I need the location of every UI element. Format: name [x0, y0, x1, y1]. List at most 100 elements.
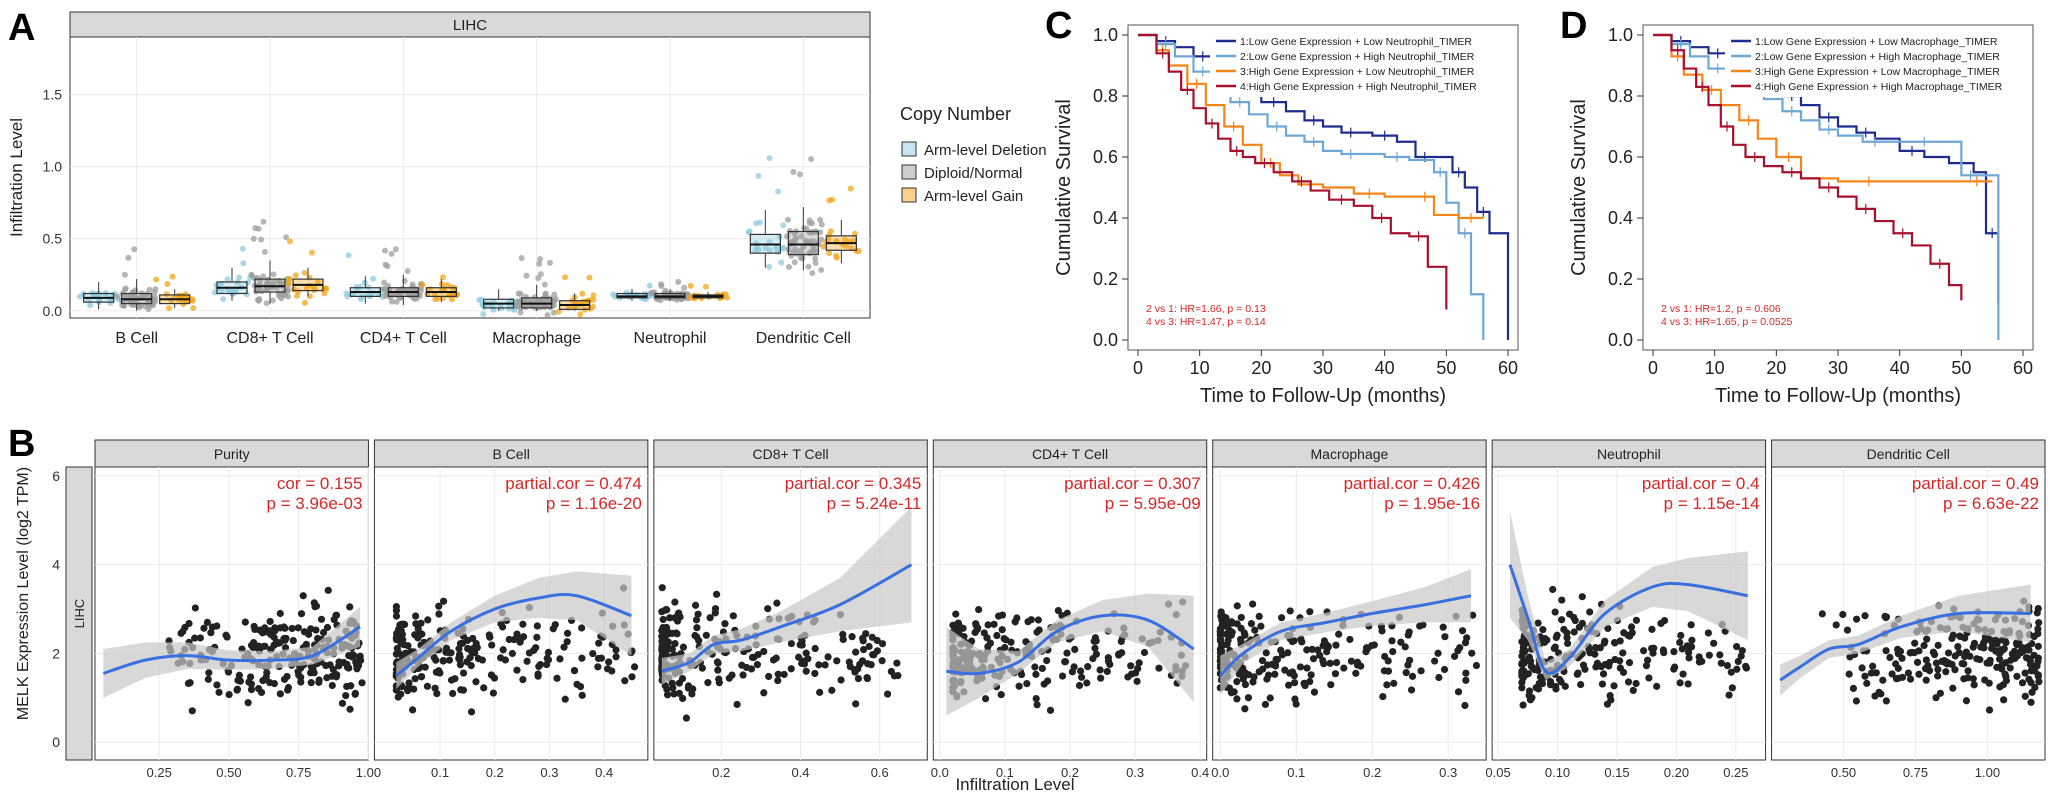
jitter-point	[577, 311, 584, 318]
data-point	[543, 660, 551, 669]
data-point	[821, 661, 829, 669]
jitter-point	[579, 290, 586, 297]
jitter-point	[847, 185, 854, 192]
p-value-stat: p = 1.16e-20	[546, 494, 642, 513]
data-point	[2027, 679, 2035, 687]
jitter-point	[190, 304, 197, 311]
data-point	[1233, 602, 1241, 610]
data-point	[692, 616, 701, 624]
data-point	[266, 617, 274, 626]
data-point	[1670, 648, 1678, 656]
x-axis-label: Time to Follow-Up (months)	[1200, 385, 1446, 407]
data-point	[1922, 676, 1930, 684]
data-point	[2021, 669, 2029, 677]
data-point	[859, 645, 868, 654]
data-point	[1547, 678, 1555, 686]
data-point	[997, 691, 1005, 699]
data-point	[1888, 670, 1896, 678]
data-point	[1534, 685, 1543, 693]
data-point	[254, 685, 263, 693]
jitter-point	[211, 289, 218, 296]
data-point	[215, 688, 223, 696]
fit-line	[1779, 611, 2031, 682]
data-point	[673, 617, 682, 625]
y-tick-label: 1.0	[1093, 25, 1118, 45]
y-axis-label: Cumulative Survival	[1053, 99, 1075, 276]
jitter-point	[518, 254, 525, 261]
data-point	[333, 671, 341, 679]
data-point	[983, 634, 991, 642]
data-point	[1619, 668, 1628, 676]
data-point	[1068, 668, 1077, 676]
data-point	[1540, 636, 1549, 644]
jitter-point	[543, 295, 550, 302]
data-point	[191, 634, 199, 642]
data-point	[883, 690, 892, 698]
data-point	[1103, 667, 1111, 676]
jitter-point	[590, 297, 597, 304]
data-point	[2026, 661, 2035, 669]
data-point	[1454, 688, 1463, 696]
data-point	[798, 659, 806, 667]
fit-line	[102, 625, 361, 675]
data-point	[1263, 675, 1271, 683]
data-point	[1472, 661, 1481, 670]
strip-title: LIHC	[453, 17, 487, 34]
data-point	[1015, 682, 1023, 690]
data-point	[1879, 676, 1887, 684]
legend-swatch	[901, 141, 917, 157]
data-point	[765, 672, 773, 681]
data-point	[396, 621, 404, 629]
data-point	[1353, 658, 1362, 666]
data-point	[1705, 651, 1713, 659]
data-point	[315, 678, 323, 686]
data-point	[561, 695, 569, 703]
data-point	[605, 658, 613, 666]
data-point	[343, 682, 351, 691]
data-point	[787, 665, 795, 673]
x-tick-label: 0.50	[1831, 765, 1856, 780]
data-point	[1308, 645, 1316, 653]
data-point	[1563, 634, 1571, 642]
data-point	[1564, 639, 1572, 648]
data-point	[1852, 697, 1860, 705]
x-tick-label: 0.6	[871, 765, 889, 780]
data-point	[1038, 664, 1046, 673]
data-point	[1886, 653, 1894, 662]
correlation-stat: partial.cor = 0.474	[505, 474, 642, 493]
data-point	[712, 590, 721, 598]
data-point	[1598, 680, 1607, 688]
data-point	[1962, 648, 1970, 656]
x-tick-label: 0.0	[931, 765, 949, 780]
data-point	[659, 615, 667, 624]
panel-c-survival: 0 10 20 30 40 50 60 0.0 0.2 0.4 0.6 0.8 1.0 Time to F…	[1053, 24, 1519, 407]
data-point	[1657, 619, 1665, 628]
data-point	[266, 627, 274, 635]
data-point	[1578, 593, 1586, 601]
data-point	[1040, 680, 1048, 688]
data-point	[1439, 623, 1447, 631]
data-point	[824, 653, 832, 661]
data-point	[1034, 616, 1042, 624]
data-point	[597, 654, 606, 662]
data-point	[2024, 654, 2032, 663]
data-point	[1140, 648, 1149, 657]
x-tick-label: Neutrophil	[634, 330, 707, 347]
jitter-point	[812, 255, 819, 262]
data-point	[2018, 646, 2026, 654]
jitter-point	[812, 249, 819, 256]
correlation-stat: partial.cor = 0.345	[785, 474, 922, 493]
data-point	[1683, 642, 1691, 650]
data-point	[397, 628, 405, 636]
data-point	[1033, 628, 1041, 636]
jitter-point	[798, 233, 805, 240]
data-point	[691, 601, 700, 609]
x-tick-label: 60	[2013, 358, 2033, 378]
jitter-point	[762, 245, 769, 252]
data-point	[262, 673, 270, 681]
data-point	[1104, 654, 1112, 662]
jitter-point	[439, 274, 446, 281]
data-point	[573, 680, 581, 688]
jitter-point	[590, 292, 597, 299]
data-point	[280, 635, 288, 643]
